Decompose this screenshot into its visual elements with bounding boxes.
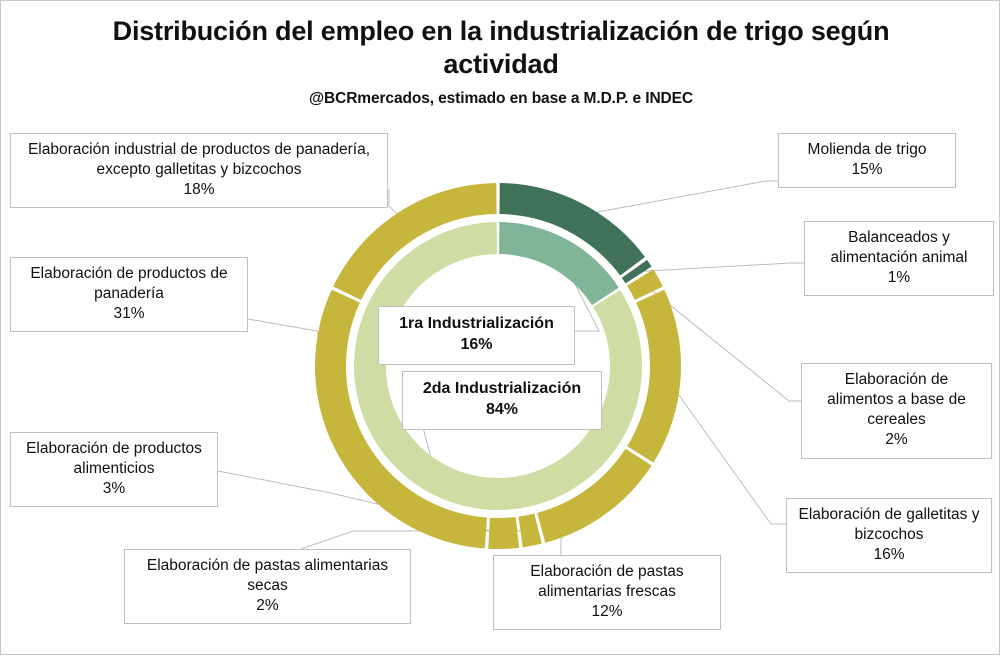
callout-elaboracion-pastas-frescas[interactable]: Elaboración de pastas alimentarias fresc… <box>493 555 721 631</box>
slice[interactable] <box>333 183 497 300</box>
callout-percent: 18% <box>183 181 215 199</box>
callout-elaboracion-industrial-panaderia[interactable]: Elaboración industrial de productos de p… <box>10 133 388 209</box>
inner-ring <box>354 222 643 510</box>
slice[interactable] <box>499 183 646 276</box>
leader-line <box>574 180 778 217</box>
callout-elaboracion-galletitas[interactable]: Elaboración de galletitas y bizcochos 16… <box>786 498 992 574</box>
callout-percent: 15% <box>851 161 883 179</box>
callout-elaboracion-productos-panaderia[interactable]: Elaboración de productos de panadería 31… <box>10 257 248 333</box>
slice[interactable] <box>627 269 663 300</box>
callout-label: 2da Industrialización <box>422 380 582 397</box>
leader-line <box>644 284 801 402</box>
title-block: Distribución del empleo en la industrial… <box>1 15 1000 108</box>
callout-percent: 1% <box>887 269 911 287</box>
leader-line <box>665 376 786 525</box>
callout-percent: 2% <box>885 431 908 449</box>
callout-segunda-industrializacion[interactable]: 2da Industrialización 84% <box>402 371 602 430</box>
slice[interactable] <box>518 513 542 548</box>
callout-percent: 2% <box>256 597 279 615</box>
outer-ring <box>314 183 681 549</box>
callout-label: Elaboración de pastas alimentarias secas <box>146 557 389 595</box>
leader-line <box>636 262 804 273</box>
callout-label: Balanceados y alimentación animal <box>830 229 968 267</box>
callout-elaboracion-alimentos-cereales[interactable]: Elaboración de alimentos a base de cerea… <box>801 363 992 459</box>
callout-label: Molienda de trigo <box>807 141 927 158</box>
slice[interactable] <box>537 448 652 543</box>
callout-percent: 16% <box>460 335 493 353</box>
callout-percent: 12% <box>591 603 623 621</box>
callout-balanceados[interactable]: Balanceados y alimentación animal 1% <box>804 221 994 297</box>
callout-label: Elaboración de productos de panadería <box>30 265 228 303</box>
callout-percent: 84% <box>485 400 519 418</box>
slice[interactable] <box>314 289 488 549</box>
callout-molienda[interactable]: Molienda de trigo 15% <box>778 133 956 189</box>
slice[interactable] <box>627 289 681 463</box>
callout-label: Elaboración de alimentos a base de cerea… <box>827 371 966 429</box>
callout-elaboracion-productos-alimenticios[interactable]: Elaboración de productos alimenticios 3% <box>10 432 218 508</box>
callout-elaboracion-pastas-secas[interactable]: Elaboración de pastas alimentarias secas… <box>124 549 411 625</box>
callout-label: Elaboración industrial de productos de p… <box>27 141 371 179</box>
callout-primera-industrializacion[interactable]: 1ra Industrialización 16% <box>378 306 575 365</box>
callout-percent: 3% <box>102 480 126 498</box>
callout-label: Elaboración de galletitas y bizcochos <box>798 506 980 544</box>
callout-label: Elaboración de productos alimenticios <box>26 440 202 478</box>
chart-subtitle: @BCRmercados, estimado en base a M.D.P. … <box>309 89 693 107</box>
callout-percent: 16% <box>873 546 905 564</box>
slice[interactable] <box>499 222 619 306</box>
callout-label: 1ra Industrialización <box>399 315 554 332</box>
callout-percent: 31% <box>113 305 145 323</box>
page-title: Distribución del empleo en la industrial… <box>112 16 890 79</box>
callout-label: Elaboración de pastas alimentarias fresc… <box>530 563 684 601</box>
slice[interactable] <box>621 259 652 284</box>
slice[interactable] <box>488 516 520 549</box>
